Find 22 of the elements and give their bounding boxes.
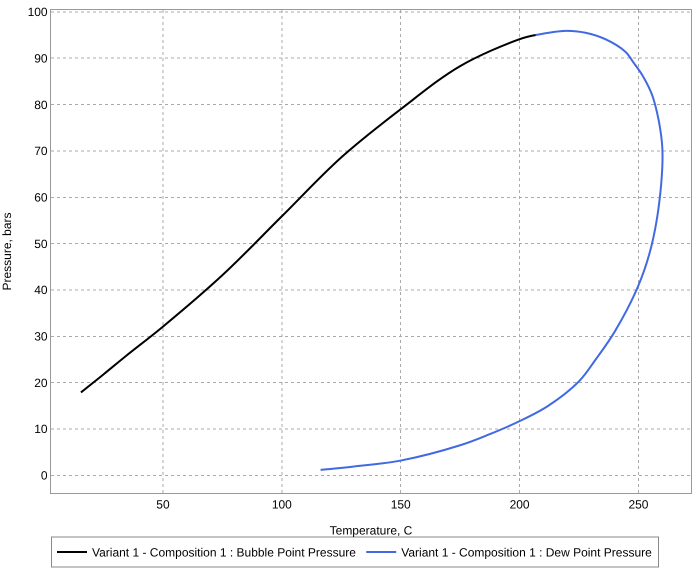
x-tick-label: 50 xyxy=(156,497,170,512)
y-tick-label: 40 xyxy=(34,283,48,298)
y-tick-label: 90 xyxy=(34,51,48,66)
legend-label: Variant 1 - Composition 1 : Dew Point Pressure xyxy=(401,546,652,560)
y-tick-label: 70 xyxy=(34,144,48,158)
x-tick-label: 200 xyxy=(510,497,530,512)
x-tick-label: 100 xyxy=(272,497,292,512)
y-tick-label: 80 xyxy=(34,98,48,112)
y-axis-title: Pressure, bars xyxy=(0,212,14,291)
x-axis-title: Temperature, C xyxy=(330,523,413,538)
y-tick-label: 30 xyxy=(34,330,48,344)
legend-label: Variant 1 - Composition 1 : Bubble Point Pressure xyxy=(92,546,356,560)
y-tick-label: 60 xyxy=(34,190,48,204)
x-tick-label: 150 xyxy=(390,497,412,512)
line-series xyxy=(320,30,664,471)
y-tick-label: 0 xyxy=(40,468,48,483)
line-series xyxy=(80,34,537,394)
x-tick-label: 250 xyxy=(628,497,649,512)
y-tick-label: 50 xyxy=(34,236,48,251)
y-tick-label: 10 xyxy=(34,422,48,436)
y-tick-label: 100 xyxy=(28,5,48,20)
y-tick-label: 20 xyxy=(34,376,48,390)
